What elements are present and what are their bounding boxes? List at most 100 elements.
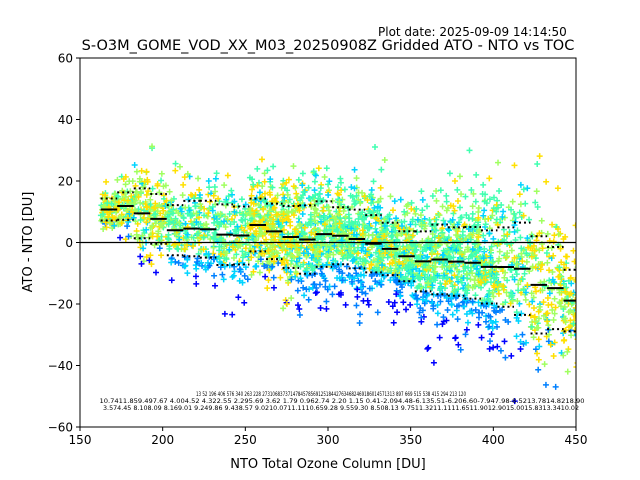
scatter-point [523,250,530,257]
scatter-point [502,354,509,361]
scatter-point [298,278,305,285]
scatter-point [417,251,424,258]
scatter-point [307,262,314,269]
scatter-point [336,198,343,205]
scatter-point [490,293,497,300]
scatter-point [285,176,292,183]
scatter-point [184,170,191,177]
scatter-point [449,248,456,255]
scatter-point [511,398,518,405]
scatter-point [573,364,576,371]
scatter-point [475,314,482,321]
scatter-point [442,280,449,287]
scatter-point [574,312,576,315]
scatter-point [154,182,161,189]
scatter-point [294,193,301,200]
scatter-point [359,289,366,296]
scatter-point [390,319,397,326]
scatter-point [296,306,303,313]
scatter-point [573,278,576,285]
scatter-point [296,221,303,228]
scatter-point [534,203,541,210]
scatter-point [310,168,317,175]
scatter-point [399,260,406,267]
scatter-point [381,156,388,163]
scatter-point [370,178,377,185]
scatter-point [439,203,446,210]
scatter-point [534,350,541,357]
scatter-point [135,206,142,213]
scatter-point [283,179,290,186]
scatter-point [323,226,330,233]
scatter-point [513,314,520,321]
y-tick-label: 0 [65,236,73,250]
scatter-point [422,271,429,278]
scatter-point [200,222,207,229]
scatter-point [290,183,297,190]
scatter-point [399,284,406,291]
scatter-point [318,270,325,277]
scatter-point [467,236,474,243]
scatter-point [166,218,173,225]
scatter-point [303,265,310,272]
scatter-point [144,178,151,185]
scatter-point [535,336,542,343]
scatter-point [475,234,482,241]
scatter-point [172,160,179,167]
scatter-point [105,214,112,221]
scatter-point [361,193,368,200]
scatter-point [482,191,489,198]
scatter-point [325,248,332,255]
scatter-point [158,252,165,259]
scatter-point [416,274,423,281]
scatter-point [416,268,423,275]
scatter-point [240,212,247,219]
scatter-point [182,220,189,227]
scatter-point [536,303,543,310]
scatter-point [181,174,188,181]
scatter-point [258,156,265,163]
scatter-point [462,331,469,338]
scatter-point [393,215,400,222]
scatter-point [229,273,236,280]
scatter-point [339,255,346,262]
scatter-point [291,212,298,219]
scatter-point [298,244,305,251]
scatter-point [331,283,338,290]
scatter-point [489,212,496,219]
scatter-point [139,232,146,239]
scatter-point [436,334,443,341]
scatter-point [221,218,228,225]
scatter-point [268,251,275,258]
scatter-point [143,226,150,233]
scatter-point [316,213,323,220]
scatter-point [535,366,542,373]
scatter-points [97,143,583,405]
scatter-point [425,344,432,351]
scatter-point [114,193,121,200]
scatter-point [151,205,158,212]
scatter-point [372,249,379,256]
scatter-point [433,244,440,251]
scatter-point [394,232,401,239]
scatter-point [561,261,568,268]
scatter-point [494,343,501,350]
scatter-point [451,263,458,270]
scatter-point [137,199,144,206]
scatter-point [265,247,272,254]
scatter-point [440,217,447,224]
scatter-point [158,170,165,177]
scatter-point [179,192,186,199]
scatter-point [266,207,273,214]
scatter-point [520,212,527,219]
scatter-point [379,253,386,260]
scatter-point [393,278,400,285]
scatter-point [530,305,537,312]
x-tick-label: 200 [151,433,174,447]
scatter-point [577,298,583,304]
scatter-point [494,204,501,211]
y-tick-label: −40 [48,359,73,373]
scatter-point [353,270,360,277]
scatter-point [316,281,323,288]
scatter-point [318,218,325,225]
